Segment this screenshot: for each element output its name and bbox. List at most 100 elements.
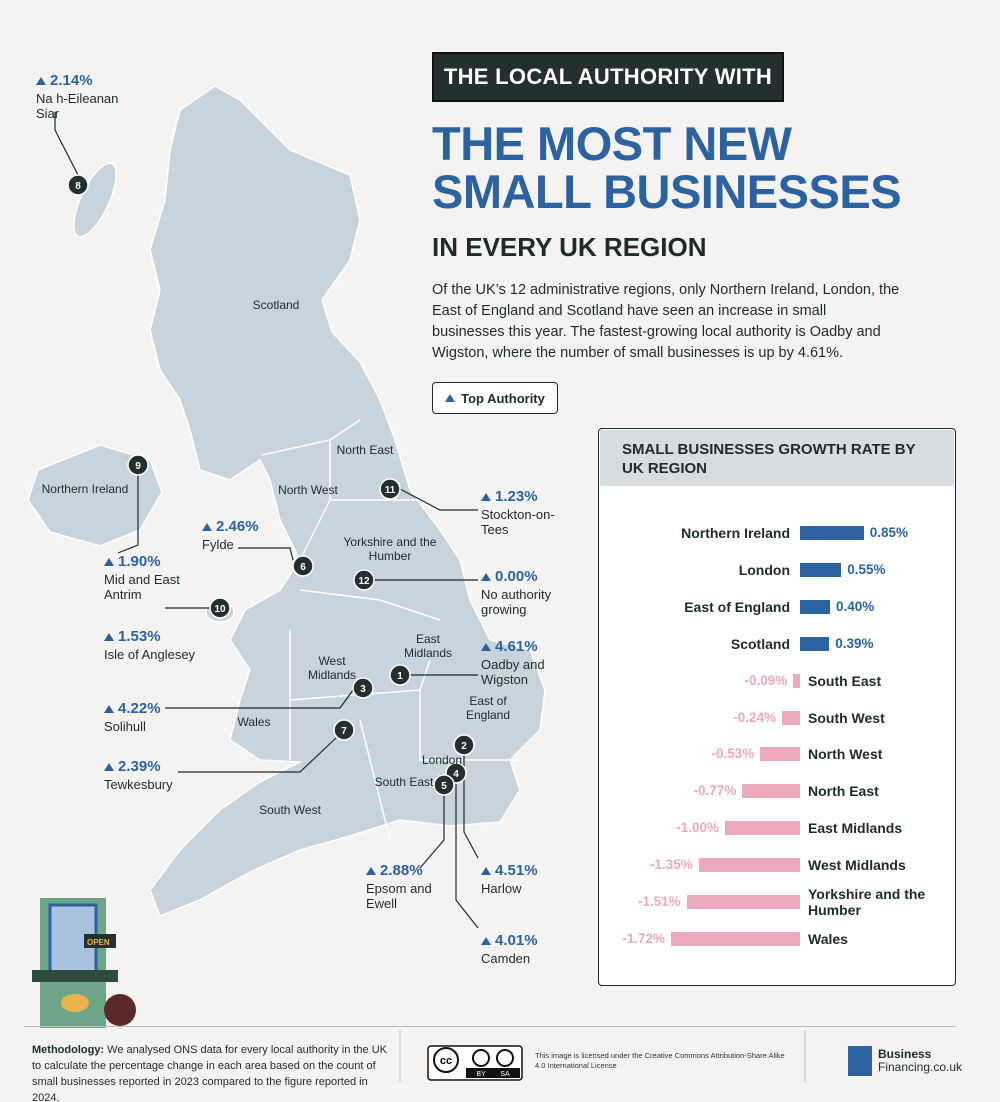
bar [725, 821, 800, 836]
authority-growth: 2.88% [366, 862, 423, 879]
authority-growth: 1.90% [104, 553, 161, 570]
cc-badge: cc BY SA [427, 1045, 872, 1081]
authority-name: Na h-Eileanan Siar [36, 91, 119, 121]
chart-title: SMALL BUSINESSES GROWTH RATE BY UK REGIO… [622, 441, 916, 477]
cc-text: cc [440, 1055, 452, 1067]
authority-name: Harlow [481, 881, 522, 896]
chart-panel [598, 428, 956, 986]
authority-marker [127, 454, 149, 476]
subtitle: IN EVERY UK REGION [432, 232, 707, 262]
border [299, 589, 441, 621]
marker-number: 1 [397, 671, 403, 682]
region-label: Yorkshire and the Humber [343, 535, 437, 563]
methodology-text: We analysed ONS data for every local aut… [32, 1044, 387, 1102]
growth-value: 0.00% [495, 568, 538, 585]
authority-growth: 2.39% [104, 758, 161, 775]
by-text: BY [476, 1071, 486, 1078]
authority-name: Solihull [104, 719, 146, 734]
growth-value: 1.53% [118, 628, 161, 645]
border [359, 719, 391, 841]
northern-ireland [27, 444, 163, 547]
hebrides [73, 162, 117, 238]
growth-icon [202, 522, 212, 531]
authority-marker [353, 569, 375, 591]
region-label: Wales [237, 715, 271, 729]
growth-icon [104, 557, 114, 566]
chart-title-band [600, 430, 954, 486]
logo: Business Financing.co.uk [878, 1048, 962, 1074]
shop-illustration [32, 898, 136, 1028]
methodology: Methodology: We analysed ONS data for ev… [32, 1042, 394, 1102]
authority-growth: 1.53% [104, 628, 161, 645]
growth-value: 1.90% [118, 553, 161, 570]
growth-value: 4.22% [118, 700, 161, 717]
region-label: East of England [465, 694, 511, 722]
region-label: Northern Ireland [41, 482, 129, 496]
leader-line [54, 112, 79, 176]
leader-line [463, 755, 479, 859]
authority-name: Isle of Anglesey [104, 647, 196, 662]
region-label: South West [259, 803, 321, 817]
growth-icon [481, 492, 491, 501]
growth-value: 4.51% [495, 862, 538, 879]
growth-value: 2.88% [380, 862, 423, 879]
logo-line: Financing.co.uk [878, 1060, 963, 1074]
authority-name: Tewkesbury [104, 777, 173, 792]
authority-marker [292, 555, 314, 577]
cc-circle [433, 1047, 459, 1073]
marker-number: 3 [360, 684, 366, 695]
growth-icon [481, 572, 491, 581]
intro: Of the UK’s 12 administrative regions, o… [432, 282, 900, 361]
legend-icon [445, 394, 456, 402]
authority-marker [209, 597, 231, 619]
growth-value: 4.01% [495, 932, 538, 949]
region-label: Scotland [252, 298, 300, 312]
region-label: West Midlands [307, 654, 357, 682]
region-label: South East [374, 775, 434, 789]
bar [698, 858, 800, 873]
leader-line [419, 795, 445, 869]
bar-value-label: -1.72% [622, 930, 665, 946]
bar-value-label: 0.55% [847, 561, 886, 577]
growth-icon [366, 866, 376, 875]
open-sign [84, 934, 116, 948]
leader-line [178, 737, 337, 773]
leader-line [238, 547, 294, 561]
growth-icon [104, 632, 114, 641]
category-label: Yorkshire and the Humber [808, 886, 926, 918]
authority-marker [67, 174, 89, 196]
marker-number: 10 [214, 604, 226, 615]
legend: Top Authority [432, 382, 558, 414]
bar-value-label: 0.85% [869, 525, 909, 540]
authority-name: Stockton-on-Tees [481, 507, 555, 537]
border [419, 690, 520, 761]
bar [760, 747, 800, 762]
category-label: London [738, 561, 790, 578]
license: This image is licensed under the Creativ… [535, 1051, 785, 1070]
marker-number: 8 [75, 181, 81, 192]
authority-name: Mid and East Antrim [104, 572, 180, 602]
bar [800, 562, 842, 577]
marker-number: 6 [300, 562, 306, 573]
growth-value: 1.23% [495, 488, 538, 505]
category-label: West Midlands [808, 857, 906, 874]
authority-marker [453, 734, 475, 756]
bar [742, 784, 800, 799]
bar [671, 931, 800, 946]
region-label: East Midlands [403, 632, 453, 660]
category-label: South West [808, 709, 885, 726]
bar-value-label: 0.39% [835, 635, 874, 651]
marker-number: 5 [441, 781, 447, 792]
growth-icon [481, 642, 491, 651]
marker-number: 11 [385, 485, 396, 496]
authority-growth: 4.61% [481, 638, 538, 655]
bar [800, 599, 830, 614]
authority-name: Fylde [202, 537, 234, 552]
legend-label: Top Authority [461, 390, 545, 406]
marker-number: 7 [341, 726, 347, 737]
category-label: East of England [684, 598, 790, 615]
methodology-label: Methodology: [32, 1044, 105, 1056]
growth-icon [481, 936, 491, 945]
